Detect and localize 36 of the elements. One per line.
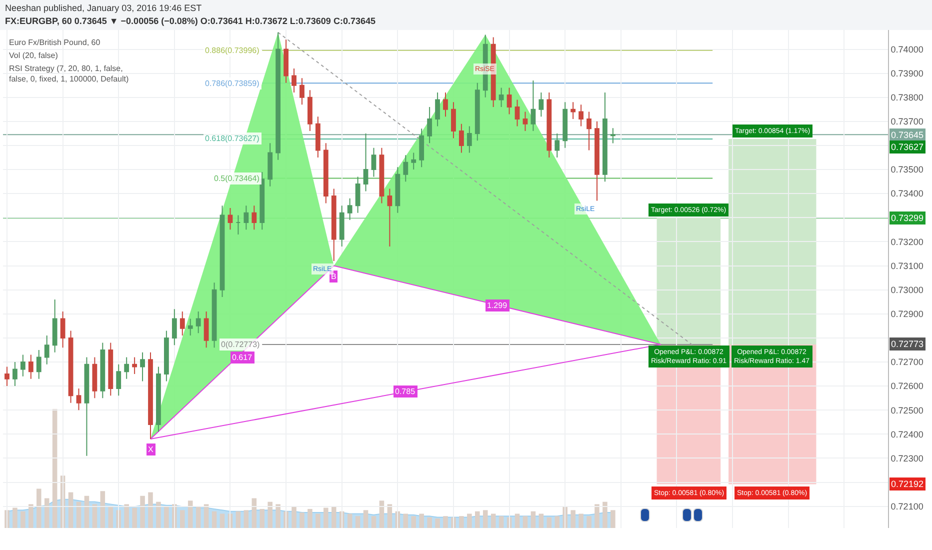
annotation: X — [148, 445, 154, 454]
y-tick-label: 0.74000 — [890, 44, 924, 54]
text: 0.73627 — [891, 142, 924, 152]
text: 0.72192 — [891, 479, 924, 489]
y-tick-label: 0.72300 — [890, 453, 924, 464]
y-tick-label: 0.72500 — [890, 405, 924, 416]
ref-line-label: 0.73299 — [891, 213, 924, 223]
y-tick-label: 0.73100 — [890, 260, 924, 271]
annotation: 0.785 — [395, 387, 416, 396]
y-tick-label: 0.73900 — [890, 68, 924, 78]
y-tick-label: 0.73500 — [890, 164, 924, 175]
ref-line-label: 0.618(0.73627) — [205, 134, 260, 143]
ref-line-label: 0.5(0.73464) — [214, 174, 260, 183]
ref-line-label: 0.786(0.73859) — [205, 79, 260, 88]
annotation: 1.299 — [487, 301, 508, 310]
y-tick-label: 0.72900 — [890, 309, 924, 320]
y-tick-label: 0.73000 — [890, 284, 924, 295]
ref-line-label: 0.73645 — [891, 130, 924, 140]
y-tick-label: 0.73400 — [890, 188, 924, 199]
annotation: Vol (20, false) — [9, 51, 58, 60]
ref-line-label: 0(0.72773) — [221, 340, 260, 349]
y-tick-label: 0.73800 — [890, 92, 924, 103]
y-tick-label: 0.72700 — [890, 357, 924, 368]
y-tick-label: 0.72400 — [890, 429, 924, 440]
chart-subtitle: Neeshan published, January 03, 2016 19:46 EST — [5, 3, 202, 13]
y-tick-label: 0.72100 — [890, 502, 924, 512]
annotation: 0.617 — [232, 353, 253, 362]
text: 0.72773 — [891, 339, 924, 349]
y-tick-label: 0.72600 — [890, 381, 924, 392]
annotation: RSI Strategy (7, 20, 80, 1, false, false, 0, fixed, 1, 100000, Default) — [9, 64, 129, 84]
chart-title: FX:EURGBP, 60 0.73645 ▼ −0.00056 (−0.08%) O:0.73641 H:0.73672 L:0.73609 C:0.73645 — [5, 16, 376, 26]
y-tick-label: 0.73700 — [890, 116, 924, 127]
y-tick-label: 0.73200 — [890, 236, 924, 247]
ref-line-label: 0.886(0.73996) — [205, 46, 260, 55]
annotation: B — [331, 272, 336, 281]
annotation: Euro Fx/British Pound, 60 — [9, 38, 101, 47]
